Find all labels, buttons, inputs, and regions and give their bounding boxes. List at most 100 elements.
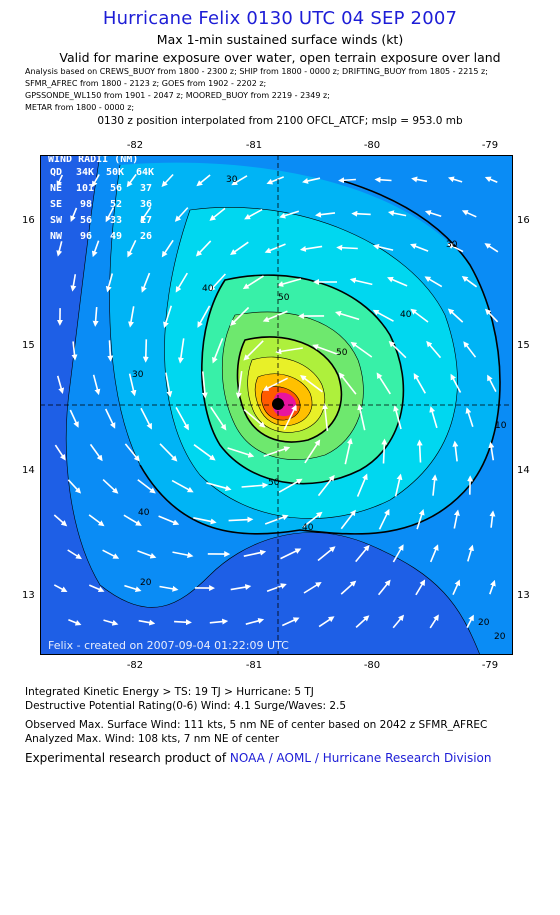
- wind-vector-arrow: [262, 310, 288, 322]
- wind-vector-arrow: [235, 370, 243, 399]
- wind-vector-arrow: [140, 407, 152, 430]
- wind-radii-cell: 49: [110, 231, 122, 242]
- wind-vector-arrow: [447, 243, 464, 253]
- wind-vector-arrow: [175, 407, 189, 431]
- wind-vector-arrow: [393, 405, 402, 430]
- page-title: Hurricane Felix 0130 UTC 04 SEP 2007: [102, 8, 458, 29]
- wind-vector-arrow: [355, 544, 370, 563]
- wind-vector-arrow: [424, 276, 443, 288]
- wind-vector-arrow: [69, 409, 79, 428]
- contour-90-line: [254, 373, 313, 426]
- wind-vector-arrow: [416, 439, 423, 463]
- wind-vector-arrow: [177, 338, 185, 364]
- wind-vector-arrow: [128, 373, 137, 397]
- wind-vector-arrow: [411, 176, 428, 183]
- noaa-link[interactable]: NOAA / AOML / Hurricane Research Divisio…: [229, 751, 492, 765]
- wind-vector-arrow: [209, 273, 226, 292]
- wind-vector-arrow: [163, 305, 173, 329]
- observed-max-wind: Observed Max. Surface Wind: 111 kts, 5 n…: [25, 719, 488, 731]
- wind-vector-arrow: [340, 580, 357, 595]
- validity-note: Valid for marine exposure over water, op…: [59, 50, 501, 65]
- wind-vector-arrow: [161, 173, 174, 187]
- wind-vector-arrow: [193, 517, 217, 525]
- map-frame: [40, 155, 513, 655]
- contour-label: 20: [140, 578, 152, 588]
- wind-vector-arrow: [275, 347, 303, 355]
- wind-vector-arrow: [278, 478, 303, 493]
- wind-vector-arrow: [299, 245, 323, 252]
- wind-vector-arrow: [138, 619, 156, 626]
- contour-label: 30: [132, 370, 144, 380]
- wind-vector-arrow: [410, 243, 429, 252]
- wind-vector-arrow: [212, 338, 224, 364]
- x-tick-top: -80: [363, 140, 381, 151]
- wind-vector-arrow: [344, 437, 353, 465]
- wind-vector-arrow: [485, 308, 499, 323]
- wind-vector-arrow: [424, 210, 442, 218]
- wind-vector-arrow: [415, 579, 426, 596]
- wind-vector-arrow: [124, 443, 140, 462]
- wind-vector-arrow: [264, 243, 286, 254]
- wind-vector-arrow: [227, 447, 255, 458]
- wind-vector-arrow: [209, 207, 226, 221]
- source-line-1: Analysis based on CREWS_BUOY from 1800 -…: [25, 67, 488, 76]
- y-tick-left: 13: [22, 590, 35, 601]
- wind-vector-arrow: [266, 583, 287, 593]
- wind-vector-arrow: [140, 206, 152, 223]
- wind-vector-arrow: [68, 618, 82, 626]
- position-note: 0130 z position interpolated from 2100 O…: [97, 115, 463, 127]
- wind-radii-cell: 33: [110, 215, 122, 226]
- wind-vector-arrow: [447, 176, 463, 183]
- wind-vector-arrow: [302, 511, 323, 528]
- wind-vector-arrow: [334, 310, 360, 321]
- wind-radii-cell: 37: [140, 183, 152, 194]
- wind-vector-arrow: [195, 240, 212, 257]
- wind-vector-arrow: [137, 479, 156, 494]
- wind-radii-header: 34K: [76, 167, 94, 178]
- wind-vector-arrow: [387, 210, 407, 217]
- x-tick-top: -81: [245, 140, 263, 151]
- wind-vector-arrow: [243, 340, 264, 361]
- wind-radii-header: 50K: [106, 167, 124, 178]
- contour-20-line: [65, 155, 481, 655]
- wind-vector-arrow: [126, 173, 137, 188]
- contour-label: 40: [400, 310, 412, 320]
- wind-vector-arrow: [410, 308, 429, 323]
- wind-vector-arrow: [429, 614, 439, 629]
- analyzed-max-wind: Analyzed Max. Wind: 108 kts, 7 nm NE of …: [25, 733, 280, 745]
- y-tick-left: 14: [22, 465, 35, 476]
- subtitle: Max 1-min sustained surface winds (kt): [156, 32, 404, 47]
- wind-vector-arrow: [56, 375, 65, 395]
- wind-vector-arrow: [91, 174, 100, 188]
- wind-vector-arrow: [453, 509, 460, 529]
- wind-vector-arrow: [312, 344, 339, 356]
- x-tick-top: -79: [481, 140, 499, 151]
- wind-vector-arrow: [300, 374, 323, 393]
- wind-vector-arrow: [231, 175, 248, 186]
- contour-label: 30: [446, 240, 458, 250]
- wind-vector-arrow: [127, 239, 137, 258]
- contour-label: 50: [336, 348, 348, 358]
- wind-vector-arrow: [171, 479, 194, 493]
- wind-vector-arrow: [467, 544, 474, 562]
- wind-vector-arrow: [89, 443, 103, 462]
- wind-radii-cell: SW: [50, 215, 63, 226]
- wind-vector-arrow: [230, 584, 252, 591]
- wind-vector-arrow: [340, 509, 356, 530]
- wind-vector-arrow: [53, 584, 68, 593]
- wind-vector-arrow: [174, 619, 192, 626]
- wind-vector-arrow: [71, 341, 78, 361]
- wind-vector-arrow: [137, 550, 157, 559]
- wind-radii-cell: NW: [50, 231, 63, 242]
- wind-vector-arrow: [197, 305, 211, 328]
- wind-vector-arrow: [230, 241, 249, 255]
- wind-vector-arrow: [351, 210, 371, 217]
- wind-vector-arrow: [277, 278, 302, 287]
- wind-vector-arrow: [429, 406, 438, 429]
- wind-vector-arrow: [357, 403, 366, 431]
- wind-radii-cell: NE: [50, 183, 62, 194]
- wind-vector-arrow: [91, 240, 100, 258]
- wind-vector-arrow: [159, 443, 178, 462]
- wind-vector-arrow: [102, 549, 120, 559]
- wind-vector-arrow: [209, 618, 229, 625]
